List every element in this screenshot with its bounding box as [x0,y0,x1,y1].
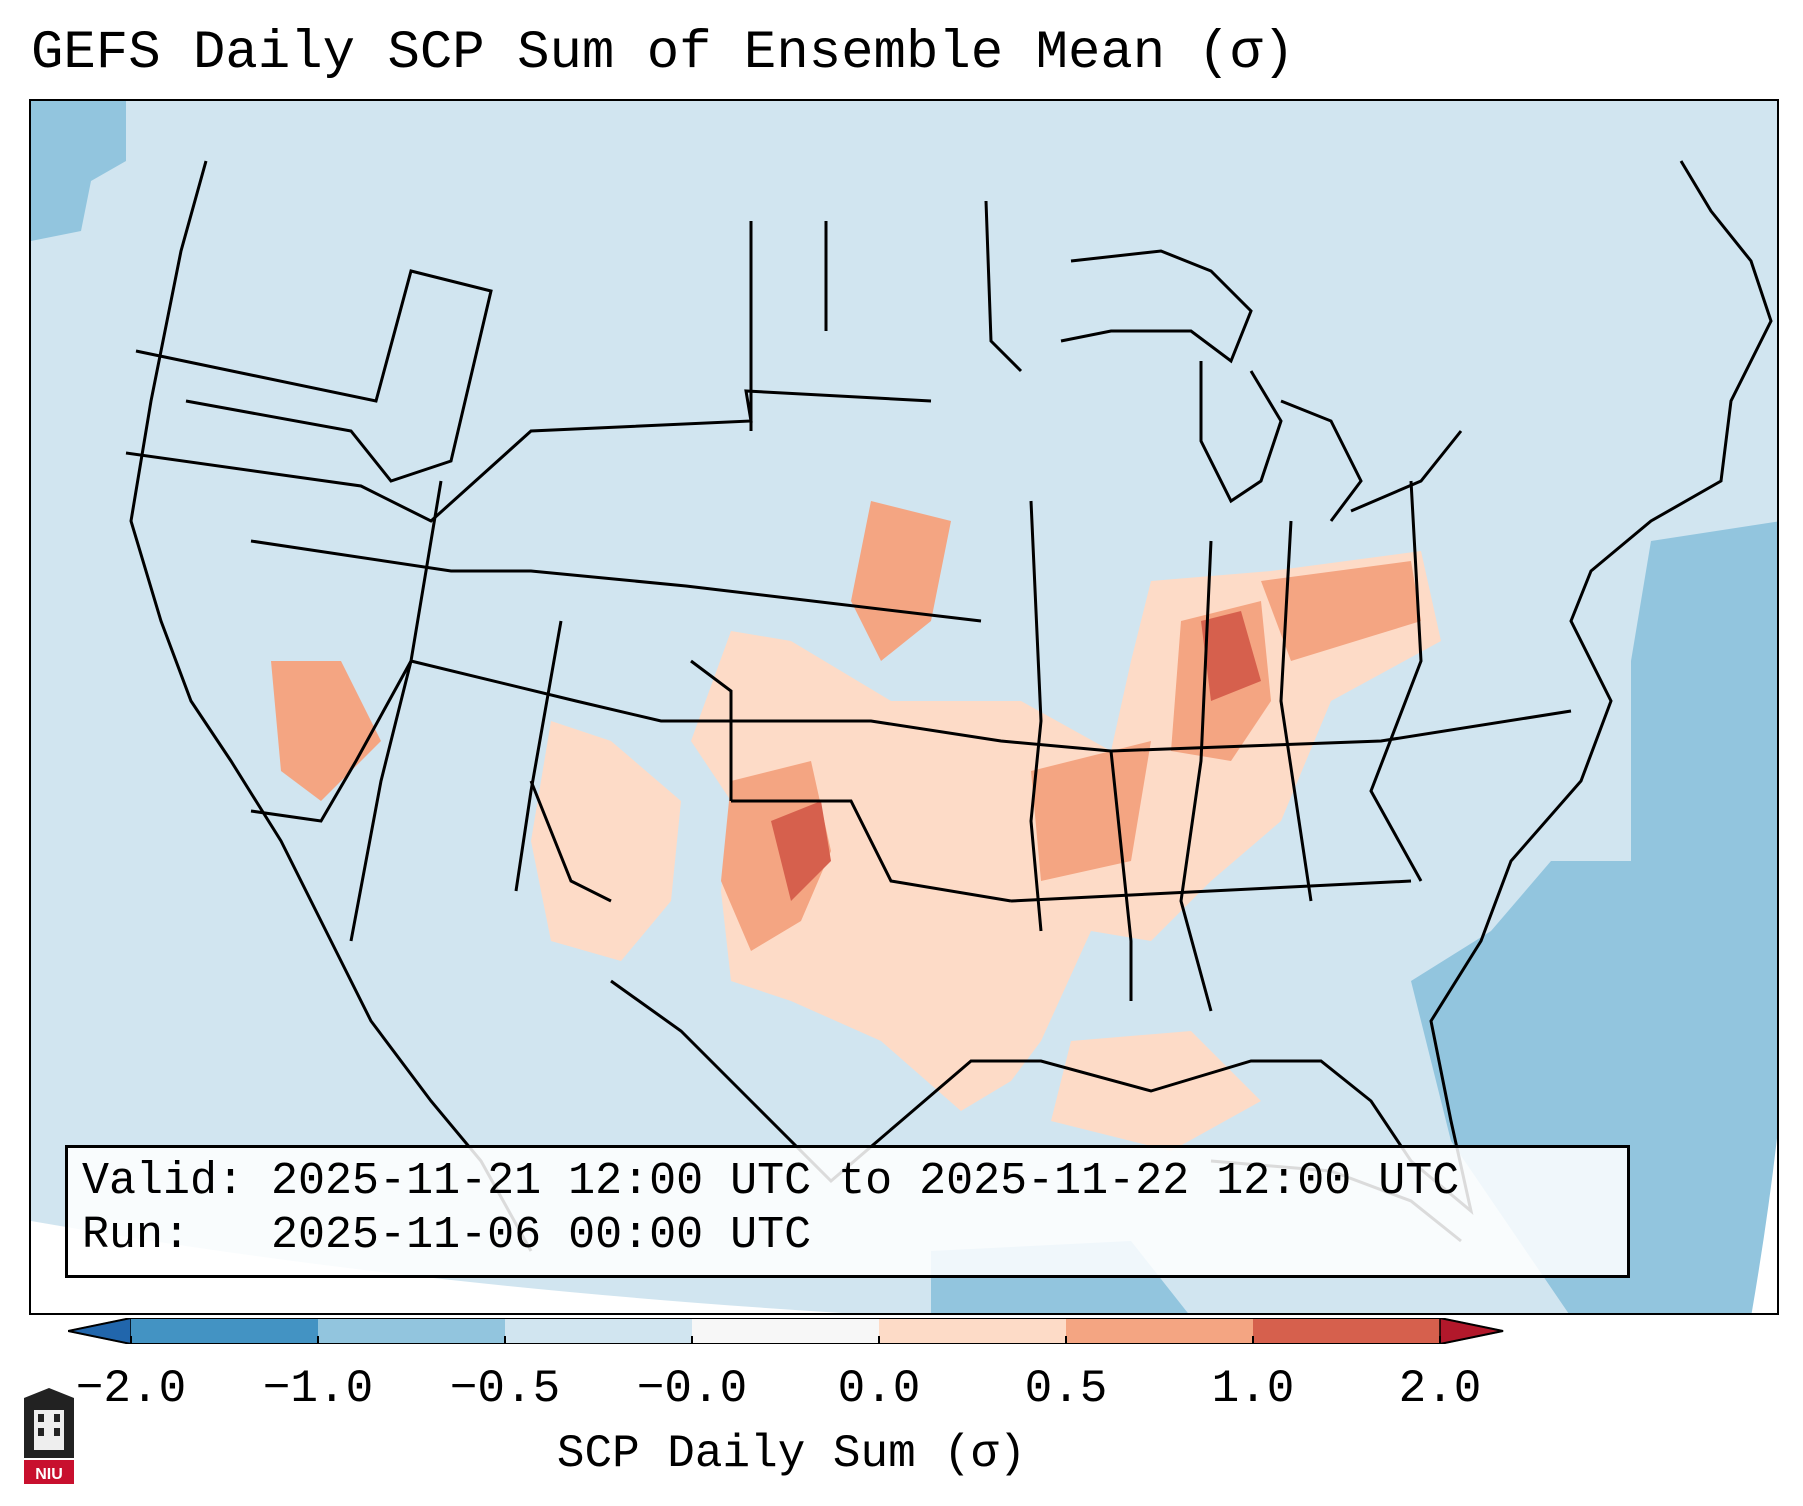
map-canvas [31,101,1777,1313]
east-gulf-coast [610,160,1773,1215]
lake-superior [1060,249,1253,364]
border-ms [1109,750,1133,1001]
colorbar-bin [131,1318,318,1344]
valid-label: Valid: [82,1156,245,1207]
border-nm [529,780,612,903]
logo-text: NIU [35,1466,63,1483]
southwest-positive [531,721,681,961]
border-row3 [250,539,982,623]
border-nw [135,269,493,483]
colorbar-over-extension [1439,1318,1504,1344]
run-value: 2025-11-06 00:00 UTC [271,1210,812,1261]
colorbar-tick-label: 1.0 [1211,1363,1295,1415]
colorbar-bin [318,1318,505,1344]
border-south [1010,879,1412,903]
colorbar-under-extension [68,1318,132,1344]
domain-edge-right [1751,1138,1777,1313]
border-co [690,659,733,801]
border-mn [984,200,1023,373]
positive-anomaly-areas [271,501,1441,1151]
colorbar-bin [879,1318,1066,1344]
colorbar-bin [692,1318,879,1344]
oklahoma-high [771,801,831,901]
lake-huron [1280,399,1363,522]
colorbar-tick-label: −0.5 [449,1363,561,1415]
pacific-nw-negative [31,101,126,241]
valid-value: 2025-11-21 12:00 UTC to 2025-11-22 12:00… [271,1156,1460,1207]
border-mo-ia [1029,500,1043,932]
colorbar-tick-label: −2.0 [75,1363,187,1415]
ohio-positive [1261,561,1421,661]
chart-title: GEFS Daily SCP Sum of Ensemble Mean (σ) [31,23,1295,84]
domain-edge [31,1221,842,1313]
colorbar-tick-label: 0.0 [837,1363,921,1415]
colorbar-bin [505,1318,692,1344]
atlantic-negative [1411,521,1777,1313]
colorbar-tick-label: −0.0 [636,1363,748,1415]
indiana-high [1201,611,1261,701]
colorbar-bin [1253,1318,1440,1344]
border-tn-ky [1110,709,1572,753]
border-row2 [125,389,932,523]
colorbar-tick-label: 2.0 [1398,1363,1482,1415]
border-ok-tx [731,799,1012,903]
border-pa [1369,480,1423,882]
valid-run-box: Valid: 2025-11-21 12:00 UTC to 2025-11-2… [65,1145,1630,1278]
plains-positive [851,501,951,661]
colorbar-bin [1066,1318,1253,1344]
border-il-in [1179,540,1213,1012]
lake-erie [1350,430,1463,513]
border-ca [349,660,413,942]
colorbar [68,1318,1504,1344]
border-az-nm [514,620,563,892]
map-panel [29,99,1779,1315]
niu-logo-icon: NIU [24,1388,74,1484]
colorbar-tick-label: −1.0 [262,1363,374,1415]
border-nevada [250,480,443,823]
state-borders [125,200,1572,1012]
colorbar-tick-label: 0.5 [1024,1363,1108,1415]
west-coast [129,160,533,1252]
colorbar-label: SCP Daily Sum (σ) [556,1428,1027,1480]
run-label: Run: [82,1210,191,1261]
lake-michigan [1199,361,1283,504]
colorbar-outline [68,1318,1504,1344]
border-in-oh [1279,520,1313,902]
